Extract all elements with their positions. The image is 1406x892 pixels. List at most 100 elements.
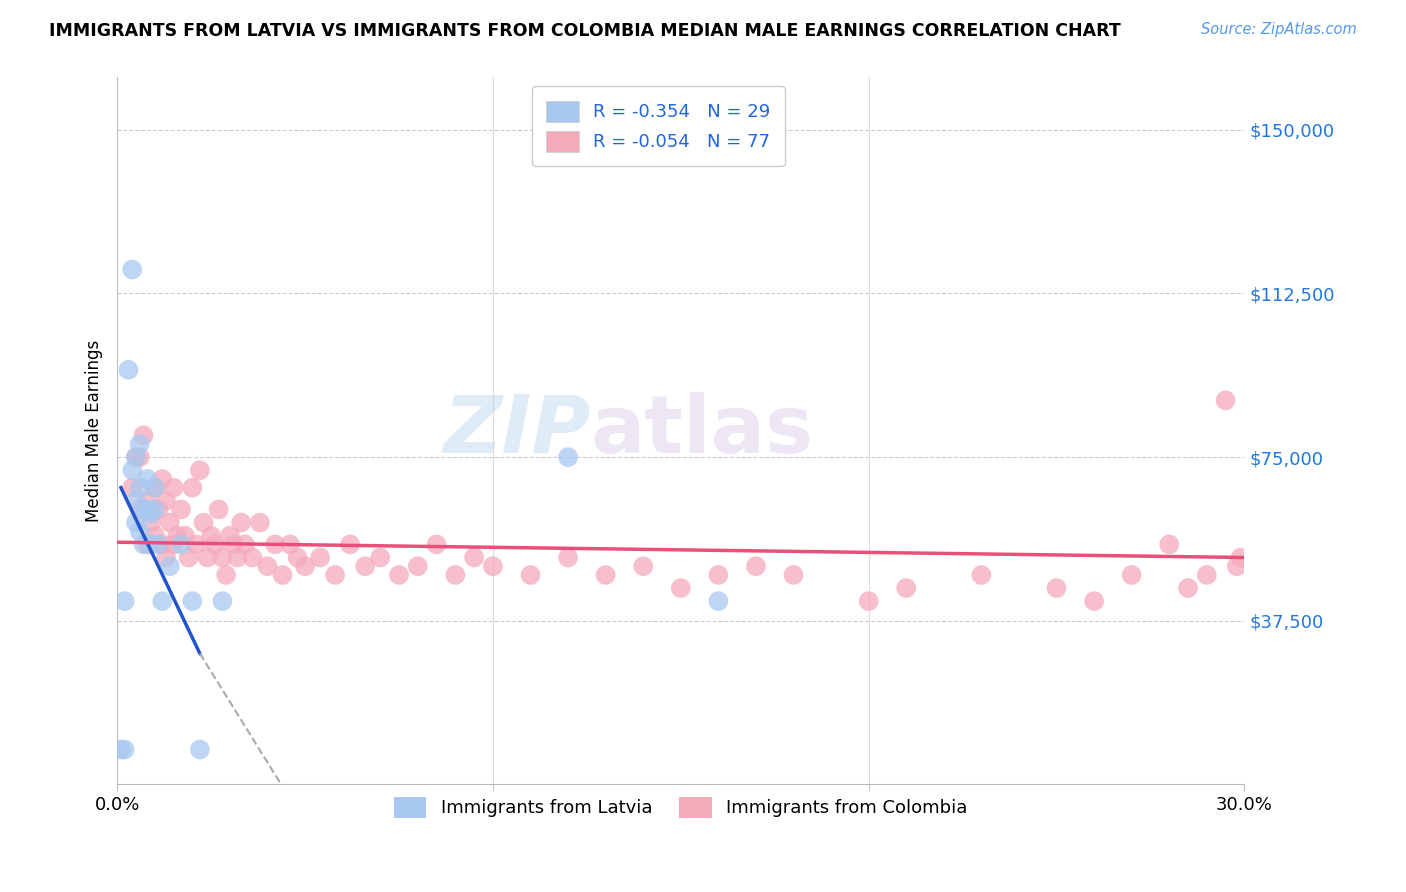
Point xyxy=(181,594,204,608)
Point xyxy=(155,493,177,508)
Point xyxy=(1121,568,1143,582)
Point xyxy=(219,529,242,543)
Point xyxy=(139,537,162,551)
Point xyxy=(136,502,159,516)
Point xyxy=(181,481,204,495)
Point xyxy=(242,550,264,565)
Point xyxy=(426,537,449,551)
Point xyxy=(211,594,233,608)
Point xyxy=(519,568,541,582)
Point xyxy=(1159,537,1181,551)
Point xyxy=(388,568,411,582)
Point xyxy=(143,481,166,495)
Point xyxy=(159,559,181,574)
Point xyxy=(162,537,184,551)
Point xyxy=(121,262,143,277)
Point xyxy=(184,537,207,551)
Point xyxy=(595,568,617,582)
Point xyxy=(139,507,162,521)
Point xyxy=(233,537,256,551)
Point xyxy=(444,568,467,582)
Point xyxy=(193,516,215,530)
Point xyxy=(557,550,579,565)
Point xyxy=(1177,581,1199,595)
Point xyxy=(139,537,162,551)
Point xyxy=(114,742,136,756)
Point xyxy=(707,568,730,582)
Point xyxy=(1226,559,1249,574)
Point xyxy=(150,594,173,608)
Point xyxy=(1083,594,1105,608)
Point xyxy=(231,516,253,530)
Point xyxy=(1045,581,1067,595)
Point xyxy=(782,568,804,582)
Point xyxy=(482,559,505,574)
Text: ZIP: ZIP xyxy=(443,392,591,470)
Point xyxy=(707,594,730,608)
Point xyxy=(121,481,143,495)
Point xyxy=(249,516,271,530)
Point xyxy=(125,493,148,508)
Point xyxy=(264,537,287,551)
Legend: Immigrants from Latvia, Immigrants from Colombia: Immigrants from Latvia, Immigrants from … xyxy=(387,789,974,825)
Point xyxy=(1229,550,1251,565)
Point xyxy=(858,594,880,608)
Point xyxy=(132,502,155,516)
Point xyxy=(222,537,245,551)
Point xyxy=(143,481,166,495)
Point xyxy=(121,463,143,477)
Point xyxy=(278,537,301,551)
Point xyxy=(132,428,155,442)
Point xyxy=(406,559,429,574)
Point xyxy=(125,450,148,464)
Point xyxy=(139,516,162,530)
Point xyxy=(188,463,211,477)
Text: atlas: atlas xyxy=(591,392,814,470)
Point xyxy=(1195,568,1218,582)
Point xyxy=(125,516,148,530)
Point xyxy=(128,450,150,464)
Point xyxy=(132,537,155,551)
Point xyxy=(226,550,249,565)
Point xyxy=(208,502,231,516)
Point xyxy=(155,550,177,565)
Point xyxy=(173,529,195,543)
Point xyxy=(339,537,361,551)
Point xyxy=(177,550,200,565)
Point xyxy=(136,472,159,486)
Point xyxy=(114,594,136,608)
Point xyxy=(215,568,238,582)
Point xyxy=(287,550,309,565)
Point xyxy=(745,559,768,574)
Y-axis label: Median Male Earnings: Median Male Earnings xyxy=(86,340,103,522)
Point xyxy=(294,559,316,574)
Text: IMMIGRANTS FROM LATVIA VS IMMIGRANTS FROM COLOMBIA MEDIAN MALE EARNINGS CORRELAT: IMMIGRANTS FROM LATVIA VS IMMIGRANTS FRO… xyxy=(49,22,1121,40)
Point xyxy=(128,524,150,539)
Point xyxy=(256,559,278,574)
Point xyxy=(195,550,218,565)
Point xyxy=(117,363,139,377)
Point xyxy=(166,529,188,543)
Point xyxy=(271,568,294,582)
Point xyxy=(170,502,193,516)
Point xyxy=(143,502,166,516)
Point xyxy=(136,537,159,551)
Point xyxy=(309,550,332,565)
Point xyxy=(204,537,226,551)
Point xyxy=(970,568,993,582)
Point xyxy=(110,742,132,756)
Point xyxy=(125,450,148,464)
Point xyxy=(143,529,166,543)
Point xyxy=(1215,393,1237,408)
Text: Source: ZipAtlas.com: Source: ZipAtlas.com xyxy=(1201,22,1357,37)
Point xyxy=(128,481,150,495)
Point xyxy=(354,559,377,574)
Point xyxy=(136,493,159,508)
Point xyxy=(188,742,211,756)
Point xyxy=(170,537,193,551)
Point xyxy=(150,472,173,486)
Point xyxy=(162,481,184,495)
Point xyxy=(159,516,181,530)
Point xyxy=(128,502,150,516)
Point xyxy=(557,450,579,464)
